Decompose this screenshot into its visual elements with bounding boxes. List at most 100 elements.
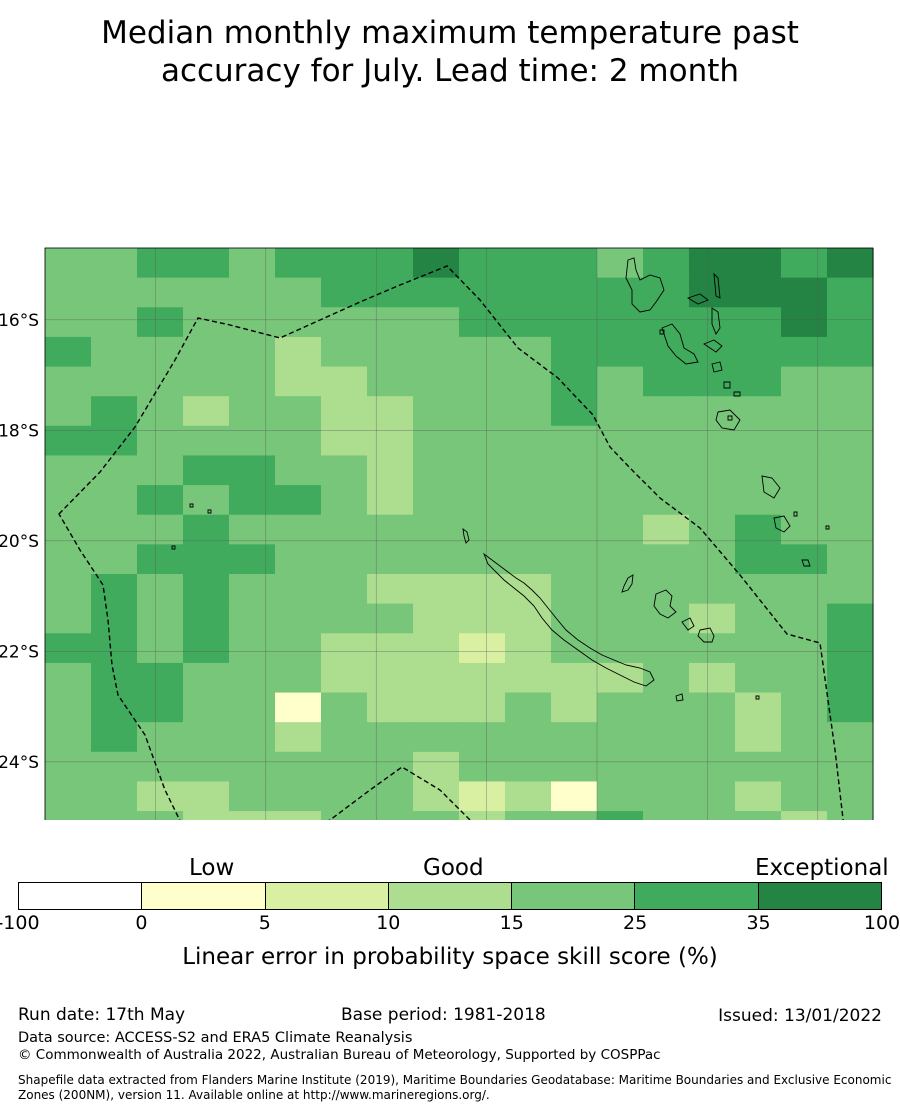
skill-cell [597,544,644,575]
skill-cell [689,248,736,279]
skill-cell [413,248,460,279]
skill-cell [459,662,506,694]
colorbar-segment [512,883,636,909]
skill-cell [781,781,828,812]
skill-cell [91,455,138,486]
skill-cell [413,396,460,427]
skill-cell [551,811,598,820]
skill-cell [367,455,414,486]
skill-cell [229,722,276,753]
skill-cell [735,751,782,783]
skill-cell [367,485,414,516]
skill-cell [321,633,368,664]
skill-cell [275,722,322,753]
skill-cell [367,603,414,634]
skill-cell [505,692,552,723]
skill-cell [459,396,506,427]
skill-cell [413,514,460,545]
skill-cell [183,544,230,575]
skill-cell [321,425,368,457]
skill-cell [643,514,690,545]
skill-cell [735,633,782,664]
base-period: Base period: 1981-2018 [341,1005,546,1025]
colorbar-tick-label: 0 [135,912,148,934]
skill-cell [137,544,184,575]
skill-cell [827,455,874,486]
skill-cell [229,366,276,397]
island-small-10 [727,415,733,421]
island-small-5 [825,525,830,530]
run-date: Run date: 17th May [18,1005,186,1025]
skill-cell [91,307,138,338]
skill-cell [781,722,828,753]
skill-cell [781,662,828,694]
colorbar-tick-label: 10 [376,912,401,934]
skill-cell [45,336,92,368]
skill-cell [459,366,506,397]
island-ambrym [703,339,723,353]
skill-cell [45,722,92,753]
skill-cell [413,485,460,516]
skill-cell [229,751,276,783]
skill-cell [45,485,92,516]
skill-cell [643,633,690,664]
skill-cell [91,781,138,812]
skill-cell [459,692,506,723]
island-small-3 [659,329,665,335]
skill-cell [413,603,460,634]
skill-cell [735,544,782,575]
skill-cell [321,662,368,694]
colorbar-segment [758,883,881,909]
skill-cell [367,811,414,820]
skill-cell [827,574,874,605]
skill-cell [505,781,552,812]
skill-cell [781,307,828,338]
skill-cell [735,781,782,812]
skill-cell [597,485,644,516]
skill-cell [183,277,230,308]
skill-cell [689,603,736,634]
skill-cell [459,248,506,279]
skill-cell [183,662,230,694]
skill-cell [781,633,828,664]
skill-cell [827,692,874,723]
skill-cell [321,544,368,575]
skill-cell [597,277,644,308]
skill-cell [827,425,874,457]
skill-cell [459,781,506,812]
legend-label-good: Good [423,855,484,881]
skill-cell [275,662,322,694]
island-lifou [653,589,677,619]
island-small-4 [793,511,798,517]
colorbar-segment [635,883,759,909]
skill-cell [229,781,276,812]
skill-cell [643,396,690,427]
skill-cell [183,781,230,812]
skill-cell [551,248,598,279]
skill-cell [597,662,644,694]
skill-cell [367,751,414,783]
skill-cell [505,455,552,486]
skill-cell [735,248,782,279]
skill-cell [229,662,276,694]
island-small-8 [207,509,212,514]
skill-cell [183,811,230,820]
skill-cell [367,336,414,368]
skill-cell [735,603,782,634]
skill-cell [229,633,276,664]
skill-cell [413,722,460,753]
skill-cell [505,514,552,545]
skill-cell [459,574,506,605]
skill-cell [827,336,874,368]
colorbar-segment [142,883,266,909]
colorbar-tick-label: 35 [746,912,771,934]
skill-cell [827,603,874,634]
skill-cell [551,692,598,723]
skill-cell [459,485,506,516]
skill-cell [827,751,874,783]
skill-cell [459,277,506,308]
skill-cell [137,455,184,486]
skill-cell [781,396,828,427]
skill-cell [229,307,276,338]
skill-cell [551,425,598,457]
